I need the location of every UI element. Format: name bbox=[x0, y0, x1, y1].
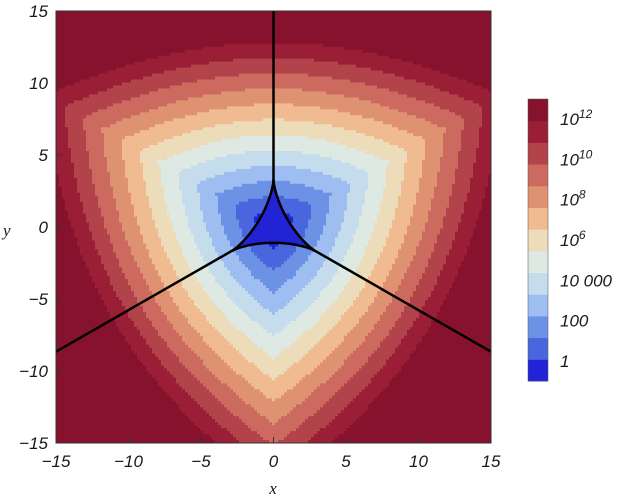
contour-chart: −15 −10 −5 0 5 10 15 −15−10−5051015 x y 101210… bbox=[0, 0, 623, 501]
